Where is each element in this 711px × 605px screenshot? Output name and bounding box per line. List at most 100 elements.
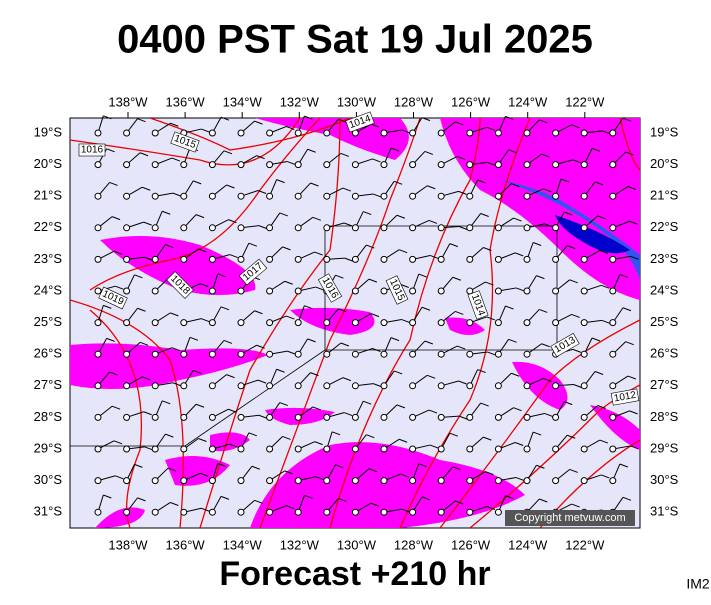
station: [380, 255, 388, 263]
barb-feather: [142, 376, 151, 381]
station: [466, 382, 474, 390]
barb-feather: [229, 443, 238, 448]
station: [552, 224, 560, 232]
barb-feather: [544, 412, 553, 417]
barb-feather: [398, 249, 408, 254]
barb-feather: [625, 151, 634, 156]
station: [294, 287, 302, 295]
station: [523, 445, 531, 453]
barb-feather: [226, 184, 235, 189]
barb-feather: [258, 414, 268, 419]
longitude-label: 138°W: [108, 537, 148, 552]
station: [466, 319, 474, 327]
station: [180, 224, 188, 232]
barb-feather: [421, 117, 431, 122]
station: [294, 382, 302, 390]
barb-feather: [254, 310, 263, 315]
station: [94, 508, 102, 516]
barb-feather: [282, 246, 291, 251]
image-id: IM2: [686, 576, 710, 592]
isobar-label-box: [550, 332, 580, 358]
latitude-label: 29°S: [650, 440, 679, 455]
longitude-label: 128°W: [394, 94, 434, 109]
barb-feather: [307, 338, 316, 343]
station: [123, 445, 131, 453]
barb-feather: [536, 464, 545, 469]
station: [180, 192, 188, 200]
barb-feather: [162, 400, 171, 405]
barb-feather: [342, 187, 352, 192]
isobar-label: 1012: [610, 388, 640, 406]
barb-feather: [171, 157, 181, 162]
latitude-label: 21°S: [34, 188, 63, 203]
barb-feather: [560, 178, 570, 183]
latitude-label: 30°S: [34, 472, 63, 487]
station: [437, 508, 445, 516]
station: [523, 161, 531, 169]
barb-feather: [449, 243, 459, 248]
barb-feather: [480, 402, 489, 407]
barb-feather: [543, 188, 552, 193]
barb-feather: [165, 244, 174, 249]
station: [151, 224, 159, 232]
station: [323, 161, 331, 169]
barb-feather: [201, 507, 210, 512]
barb-feather: [449, 432, 459, 437]
station: [151, 319, 159, 327]
longitude-label: 128°W: [394, 537, 434, 552]
longitude-label: 124°W: [508, 94, 548, 109]
station: [294, 255, 302, 263]
barb-feather: [113, 250, 123, 255]
station: [494, 224, 502, 232]
station: [409, 287, 417, 295]
barb-feather: [567, 245, 576, 250]
station: [180, 445, 188, 453]
barb-feather: [543, 377, 552, 382]
station: [294, 224, 302, 232]
isobar-label-box: [467, 290, 489, 320]
barb-feather: [401, 319, 410, 324]
station: [151, 477, 159, 485]
barb-feather: [458, 380, 467, 385]
station: [180, 413, 188, 421]
latitude-label: 31°S: [650, 504, 679, 519]
barb-feather: [370, 502, 380, 507]
station: [580, 445, 588, 453]
station: [437, 287, 445, 295]
longitude-label: 134°W: [223, 537, 263, 552]
latitude-label: 19°S: [34, 124, 63, 139]
station: [380, 319, 388, 327]
station: [208, 445, 216, 453]
barb-feather: [115, 285, 124, 290]
station: [237, 477, 245, 485]
longitude-label: 132°W: [280, 537, 320, 552]
barb-feather: [103, 304, 112, 309]
station: [323, 413, 331, 421]
barb-feather: [223, 150, 233, 155]
station: [380, 192, 388, 200]
barb-feather: [455, 310, 464, 315]
barb-feather: [400, 284, 409, 288]
station: [580, 192, 588, 200]
station: [351, 445, 359, 453]
latitude-label: 20°S: [34, 156, 63, 171]
barb-feather: [366, 244, 375, 249]
isobar-value: 1016: [81, 145, 104, 156]
longitude-label: 136°W: [166, 94, 206, 109]
barb-feather: [363, 211, 372, 216]
barb-feather: [198, 438, 207, 442]
station: [266, 413, 274, 421]
barb-feather: [513, 407, 522, 412]
barb-feather: [508, 338, 517, 343]
barb-feather: [343, 412, 353, 417]
barb-feather: [396, 214, 406, 219]
barb-feather: [251, 465, 261, 470]
station: [294, 445, 302, 453]
barb-feather: [134, 463, 143, 468]
barb-feather: [393, 370, 403, 375]
station: [437, 161, 445, 169]
barb-feather: [137, 307, 146, 312]
station: [237, 287, 245, 295]
station: [437, 129, 445, 137]
barb-feather: [428, 219, 438, 224]
